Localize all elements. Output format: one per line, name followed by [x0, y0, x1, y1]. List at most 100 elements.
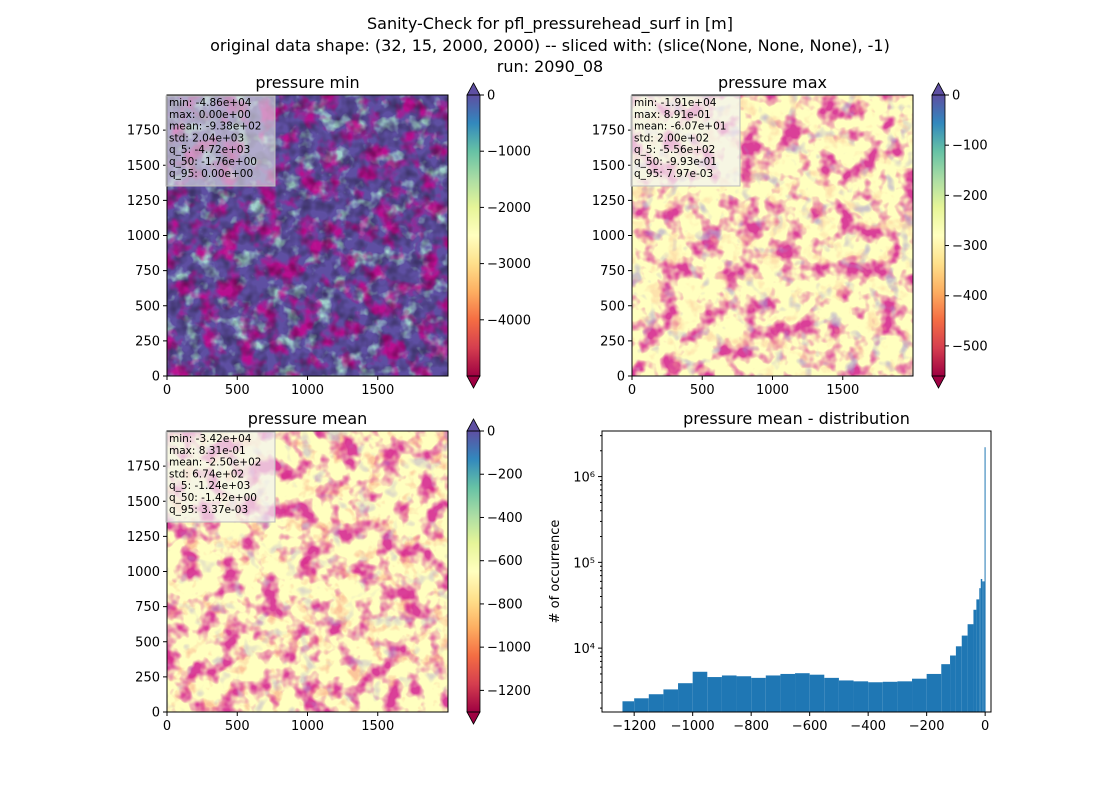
- hist-bar-32: [983, 581, 985, 712]
- hist-xtick-label-4: −400: [850, 719, 886, 734]
- hist-xtick-label-6: 0: [981, 719, 989, 734]
- colorbar-max: 0 −100 −200 −300 −400 −500: [931, 82, 988, 389]
- xtick-label-max-0: 0: [628, 383, 636, 398]
- colorbar-mean: 0 −200 −400 −600 −800 −1000 −1200: [466, 418, 531, 725]
- stat-line-mean-6: q_95: 3.37e-03: [169, 504, 248, 516]
- stat-line-mean-4: q_5: -1.24e+03: [169, 480, 250, 492]
- hist-bar-6: [707, 677, 722, 712]
- hist-ylabel: # of occurrence: [548, 520, 563, 624]
- hist-bar-19: [897, 681, 913, 712]
- panel-title-max: pressure max: [718, 73, 827, 92]
- xtick-label-max-1: 500: [690, 383, 715, 398]
- stat-line-mean-2: mean: -2.50e+02: [169, 457, 261, 469]
- cbar-tick-label-mean-4: −800: [487, 597, 523, 612]
- cbar-tick-label-mean-2: −400: [487, 511, 523, 526]
- cbar-tick-label-min-0: 0: [487, 89, 495, 104]
- hist-bar-20: [912, 678, 927, 712]
- ytick-label-mean-2: 500: [135, 635, 160, 650]
- ytick-label-max-3: 750: [600, 264, 625, 279]
- colorbar-extend-bottom-min: [466, 375, 481, 389]
- ytick-label-min-5: 1250: [127, 194, 160, 209]
- hist-xtick-label-3: −600: [792, 719, 828, 734]
- hist-bar-11: [780, 673, 796, 712]
- ytick-label-max-0: 0: [617, 370, 625, 385]
- xtick-label-max-3: 1500: [826, 383, 859, 398]
- hist-bar-27: [973, 609, 977, 712]
- ytick-label-min-7: 1750: [127, 124, 160, 139]
- stat-line-min-2: mean: -9.38e+02: [169, 121, 261, 133]
- hist-bar-14: [824, 677, 839, 712]
- hist-xtick-label-2: −800: [733, 719, 769, 734]
- cbar-tick-label-mean-5: −1000: [487, 641, 531, 656]
- stat-line-max-6: q_95: 7.97e-03: [634, 168, 713, 180]
- panel-pressure-max: pressure max 0 500 1000 1500 0 250 500 750 1000 1…: [592, 73, 988, 398]
- hist-bar-22: [941, 664, 951, 712]
- ytick-label-mean-1: 250: [135, 670, 160, 685]
- hist-bar-33: [984, 447, 986, 712]
- hist-ytick-label-1: 10⁵: [573, 556, 595, 571]
- hist-bar-16: [853, 681, 869, 712]
- stat-line-min-1: max: 0.00e+00: [169, 109, 251, 121]
- histogram-ticks: −1200 −1000 −800 −600 −400 −200 0 10⁴ 10⁵ 10⁶: [573, 435, 989, 734]
- suptitle-line-3: run: 2090_08: [497, 57, 603, 77]
- ytick-label-max-5: 1250: [592, 194, 625, 209]
- cbar-tick-label-max-4: −400: [952, 289, 988, 304]
- stat-line-max-4: q_5: -5.56e+02: [634, 144, 715, 156]
- panel-pressure-min: pressure min 0 500 1000 1500 0 250 500 750 1000 1…: [127, 73, 531, 398]
- hist-bar-18: [882, 681, 898, 712]
- suptitle-line-2: original data shape: (32, 15, 2000, 2000…: [210, 36, 890, 55]
- hist-xtick-label-5: −200: [909, 719, 945, 734]
- hist-bar-25: [961, 635, 968, 712]
- stat-line-min-6: q_95: 0.00e+00: [169, 168, 253, 180]
- cbar-tick-label-mean-6: −1200: [487, 684, 531, 699]
- hist-bar-9: [751, 677, 766, 712]
- xtick-label-min-0: 0: [163, 383, 171, 398]
- hist-bar-4: [678, 683, 693, 712]
- ytick-label-mean-3: 750: [135, 600, 160, 615]
- hist-bar-26: [967, 624, 974, 712]
- ytick-label-mean-4: 1000: [127, 565, 160, 580]
- colorbar-extend-bottom-mean: [466, 711, 481, 725]
- stat-line-mean-1: max: 8.31e-01: [169, 445, 246, 457]
- colorbar-extend-top-mean: [466, 418, 481, 432]
- cbar-tick-label-min-2: −2000: [487, 201, 531, 216]
- colorbar-gradient-mean: [467, 431, 480, 712]
- cbar-tick-label-min-3: −3000: [487, 257, 531, 272]
- xtick-label-min-2: 1000: [291, 383, 324, 398]
- hist-bar-3: [663, 689, 679, 712]
- stat-line-max-1: max: 8.91e-01: [634, 109, 711, 121]
- xtick-label-mean-0: 0: [163, 719, 171, 734]
- stat-line-min-0: min: -4.86e+04: [169, 97, 252, 109]
- stat-line-min-5: q_50: -1.76e+00: [169, 156, 257, 168]
- ytick-label-mean-7: 1750: [127, 460, 160, 475]
- heatmap-mean: [167, 431, 448, 712]
- panel-pressure-mean: pressure mean 0 500 1000 1500 0 250 500 750 1000…: [127, 409, 531, 734]
- hist-bar-21: [926, 673, 942, 712]
- colorbar-gradient-max: [932, 95, 945, 376]
- cbar-tick-label-min-4: −4000: [487, 313, 531, 328]
- colorbar-frame-max: [931, 94, 946, 377]
- stat-line-min-4: q_5: -4.72e+03: [169, 144, 250, 156]
- stat-line-max-3: std: 2.00e+02: [634, 132, 709, 144]
- stats-box-min-bg: [165, 95, 276, 187]
- hist-bar-2: [648, 694, 664, 712]
- panel-distribution: pressure mean - distribution −1200 −1000−…: [548, 409, 992, 734]
- hist-bar-30: [980, 578, 983, 712]
- cbar-tick-label-min-1: −1000: [487, 145, 531, 160]
- cbar-tick-label-mean-1: −200: [487, 468, 523, 483]
- ytick-label-min-1: 250: [135, 334, 160, 349]
- panel-title-hist: pressure mean - distribution: [683, 409, 910, 428]
- cbar-tick-label-max-5: −500: [952, 339, 988, 354]
- heatmap-min: [167, 95, 448, 376]
- ytick-label-min-6: 1500: [127, 159, 160, 174]
- ytick-label-max-4: 1000: [592, 229, 625, 244]
- ytick-label-mean-0: 0: [152, 706, 160, 721]
- cbar-tick-label-max-3: −300: [952, 239, 988, 254]
- cbar-tick-label-max-2: −200: [952, 189, 988, 204]
- hist-ytick-label-0: 10⁴: [573, 642, 595, 657]
- ytick-label-min-4: 1000: [127, 229, 160, 244]
